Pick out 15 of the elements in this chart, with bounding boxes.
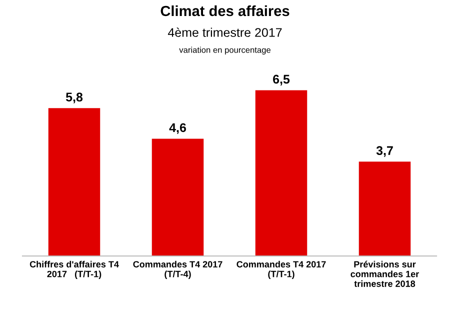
chart-subtitle: 4ème trimestre 2017 xyxy=(168,28,282,37)
x-tick-label: Chiffres d'affaires T4 2017 (T/T-1) xyxy=(30,260,119,279)
x-tick-label: Commandes T4 2017 (T/T-1) xyxy=(236,260,326,279)
data-label: 6,5 xyxy=(273,74,290,86)
bar xyxy=(48,108,100,256)
chart-title: Climat des affaires xyxy=(160,5,290,16)
bar xyxy=(152,138,204,256)
bar xyxy=(358,162,411,256)
data-label: 3,7 xyxy=(376,146,393,157)
x-tick-label: Commandes T4 2017 (T/T-4) xyxy=(133,260,222,279)
bar xyxy=(255,90,308,256)
data-label: 5,8 xyxy=(66,92,83,104)
data-label: 4,6 xyxy=(169,123,186,134)
x-tick-label: Prévisions sur commandes 1er trimestre 2018 xyxy=(350,260,419,287)
text: variation en pourcentage xyxy=(179,46,270,55)
